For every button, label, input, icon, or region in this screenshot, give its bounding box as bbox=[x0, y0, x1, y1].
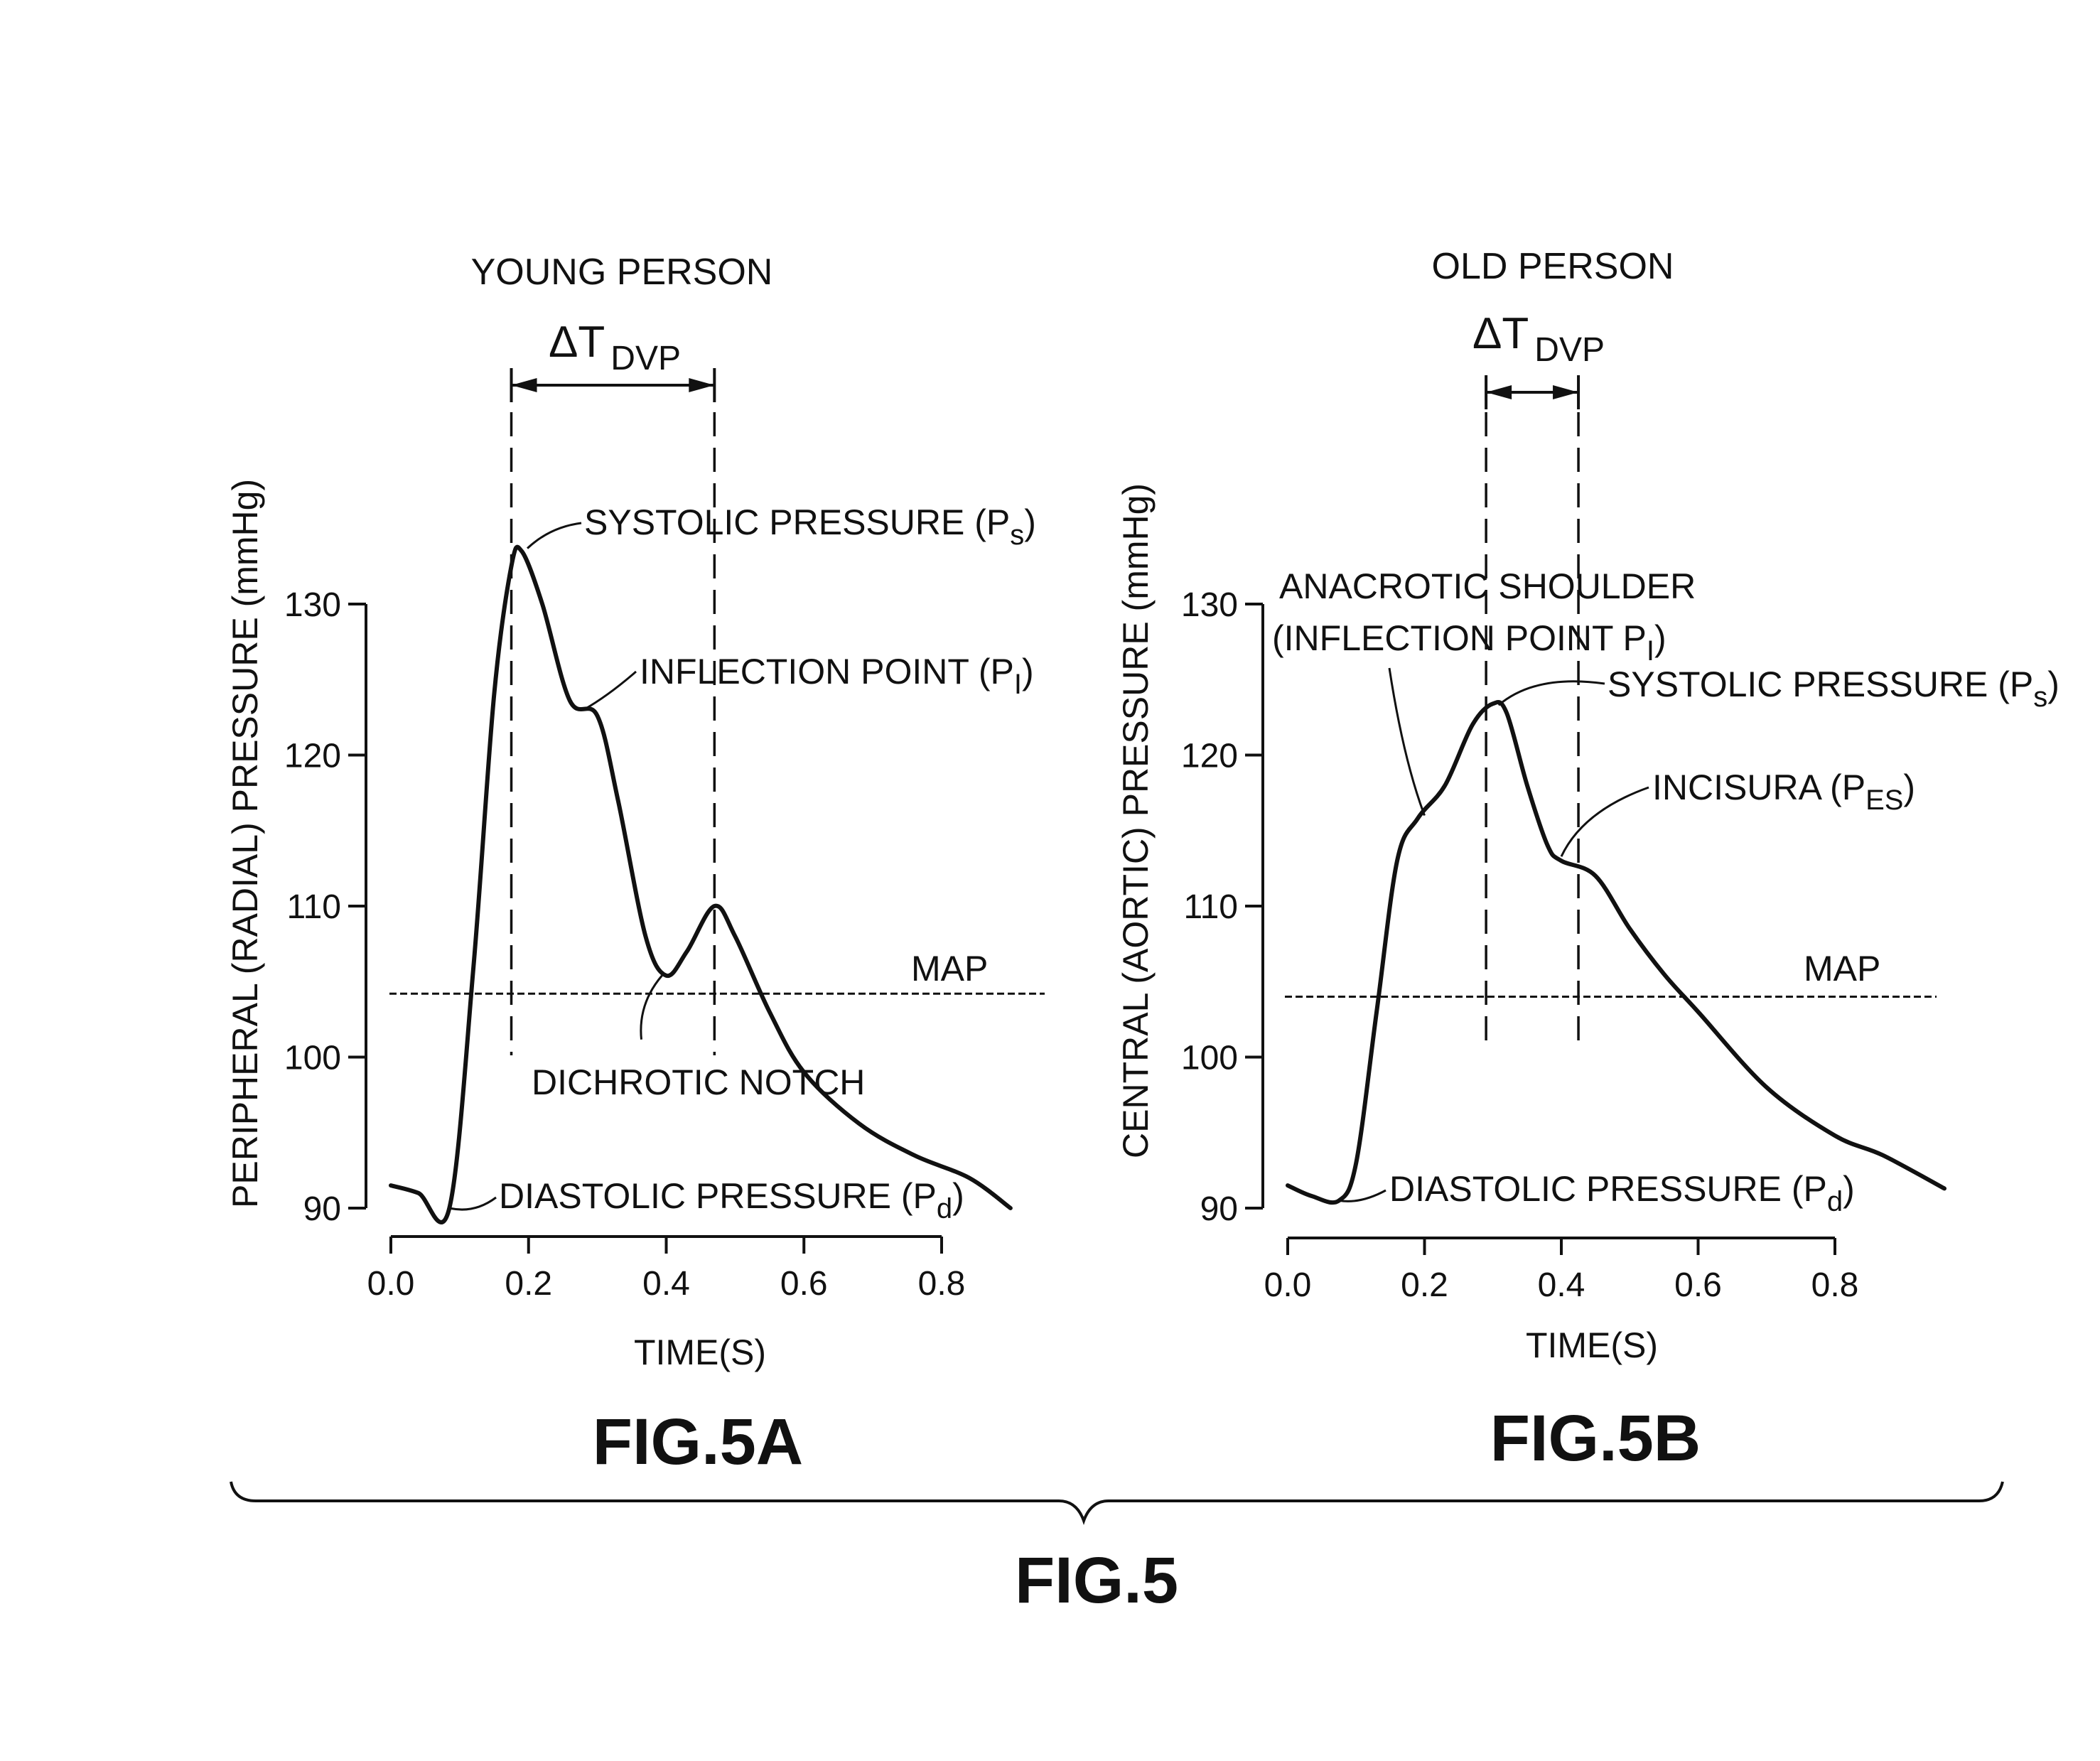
panel-b-title: OLD PERSON bbox=[1432, 246, 1674, 287]
panel-a-x-tick-label: 0.0 bbox=[367, 1265, 415, 1303]
panel-a-y-tick-label: 90 bbox=[303, 1190, 341, 1228]
panel-a-y-tick-label: 120 bbox=[284, 738, 341, 775]
panel-b-diastolic-label: DIASTOLIC PRESSURE (Pd) bbox=[1389, 1169, 1855, 1217]
panel-b-delta-t-arrow bbox=[1486, 375, 1578, 409]
panel-b-y-axis-title: CENTRAL (AORTIC) PRESSURE (mmHg) bbox=[1116, 483, 1156, 1158]
panel-b-incisura-label: INCISURA (PES) bbox=[1652, 768, 1915, 816]
panel-a-map-label: MAP bbox=[911, 949, 988, 989]
panel-a-x-tick-label: 0.2 bbox=[505, 1265, 552, 1303]
panel-young-person: YOUNG PERSON ΔTDVP 90 100 110 120 130 0.0 0.2 0… bbox=[225, 252, 1045, 1478]
panel-a-pressure-curve bbox=[391, 547, 1011, 1222]
panel-a-dichrotic-label: DICHROTIC NOTCH bbox=[532, 1062, 865, 1102]
panel-b-x-tick-label: 0.8 bbox=[1811, 1266, 1859, 1304]
panel-a-arrow-head-right bbox=[689, 378, 714, 392]
panel-b-x-tick-label: 0.2 bbox=[1401, 1266, 1448, 1304]
panel-a-figure-label: FIG.5A bbox=[593, 1406, 803, 1478]
panel-b-arrow-head-right bbox=[1553, 385, 1578, 399]
panel-b-figure-label: FIG.5B bbox=[1490, 1402, 1701, 1475]
panel-a-y-axis-title: PERIPHERAL (RADIAL) PRESSURE (mmHg) bbox=[225, 479, 265, 1208]
panel-b-arrow-head-left bbox=[1486, 385, 1512, 399]
panel-a-x-tick-label: 0.6 bbox=[780, 1265, 828, 1303]
figure-brace bbox=[231, 1482, 2003, 1521]
panel-b-shoulder-leader bbox=[1389, 668, 1425, 816]
panel-b-y-tick-label: 90 bbox=[1200, 1190, 1238, 1228]
panel-a-systolic-label: SYSTOLIC PRESSURE (Ps) bbox=[584, 502, 1036, 551]
panel-b-x-tick-label: 0.6 bbox=[1674, 1266, 1722, 1304]
panel-a-inflection-leader bbox=[583, 672, 636, 710]
panel-b-systolic-label: SYSTOLIC PRESSURE (Ps) bbox=[1608, 664, 2059, 713]
panel-b-y-tick-label: 110 bbox=[1183, 888, 1238, 926]
panel-b-y-tick-label: 100 bbox=[1181, 1040, 1238, 1077]
panel-old-person: OLD PERSON ΔTDVP 90 100 110 120 130 0.0 0.2 0.4… bbox=[1116, 246, 2059, 1475]
panel-a-y-tick-label: 110 bbox=[286, 888, 341, 926]
panel-a-x-tick-label: 0.4 bbox=[642, 1265, 690, 1303]
panel-a-diastolic-leader bbox=[449, 1197, 496, 1210]
panel-b-x-tick-label: 0.0 bbox=[1264, 1266, 1312, 1304]
panel-b-shoulder-label-line1: ANACROTIC SHOULDER bbox=[1279, 566, 1696, 606]
panel-a-x-tick-label: 0.8 bbox=[918, 1265, 966, 1303]
panel-a-diastolic-label: DIASTOLIC PRESSURE (Pd) bbox=[499, 1176, 964, 1224]
panel-b-delta-t-label: ΔTDVP bbox=[1472, 309, 1605, 369]
panel-a-y-tick-label: 130 bbox=[284, 586, 341, 624]
panel-a-title: YOUNG PERSON bbox=[471, 252, 773, 293]
panel-b-map-label: MAP bbox=[1804, 949, 1880, 989]
panel-b-y-tick-label: 120 bbox=[1181, 738, 1238, 775]
panel-a-delta-t-label: ΔTDVP bbox=[549, 318, 681, 377]
panel-b-incisura-leader bbox=[1561, 787, 1649, 856]
panel-b-x-axis-title: TIME(S) bbox=[1526, 1325, 1658, 1365]
panel-b-y-tick-label: 130 bbox=[1181, 586, 1238, 624]
panel-a-x-axis-title: TIME(S) bbox=[634, 1332, 766, 1372]
panel-b-x-tick-label: 0.4 bbox=[1538, 1266, 1585, 1304]
panel-a-y-tick-label: 100 bbox=[284, 1040, 341, 1077]
panel-a-inflection-label: INFLECTION POINT (PI) bbox=[640, 652, 1034, 700]
panel-a-arrow-head-left bbox=[512, 378, 537, 392]
panel-b-shoulder-label-line2: (INFLECTION POINT PI) bbox=[1272, 618, 1666, 667]
panel-a-systolic-leader bbox=[527, 523, 581, 549]
figure-caption: FIG.5 bbox=[1015, 1544, 1178, 1617]
panel-b-systolic-leader bbox=[1499, 682, 1605, 706]
panel-a-dichrotic-leader bbox=[641, 976, 662, 1040]
